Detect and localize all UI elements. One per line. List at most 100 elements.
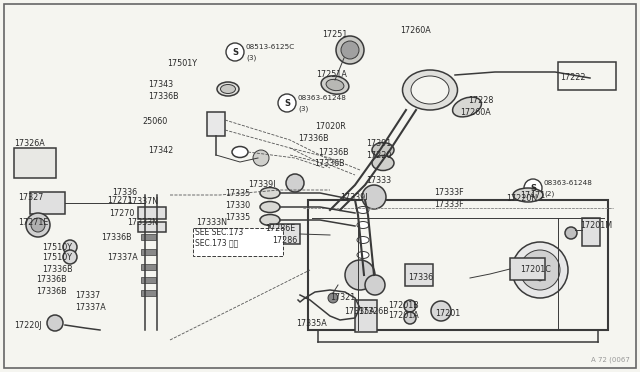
Text: 17260A: 17260A [400, 26, 431, 35]
Text: 17271E: 17271E [18, 218, 49, 227]
Ellipse shape [232, 147, 248, 157]
Circle shape [278, 94, 296, 112]
Text: S: S [232, 48, 238, 57]
Text: (3): (3) [246, 55, 256, 61]
Ellipse shape [357, 221, 369, 228]
Text: 17333: 17333 [366, 176, 391, 185]
Text: 17337N: 17337N [127, 196, 158, 205]
Ellipse shape [217, 82, 239, 96]
Bar [30, 192, 65, 214]
Text: 17271: 17271 [107, 196, 132, 205]
Text: 17471: 17471 [520, 190, 545, 199]
Bar [270, 224, 300, 244]
Text: 17335: 17335 [225, 189, 250, 198]
Text: 17336B: 17336B [298, 134, 328, 142]
Text: (3): (3) [298, 106, 308, 112]
Ellipse shape [411, 76, 449, 104]
Ellipse shape [372, 142, 394, 157]
Bar [193, 228, 283, 256]
Text: 25060: 25060 [142, 116, 167, 125]
Text: 17339I: 17339I [340, 192, 367, 202]
Text: 08513-6125C: 08513-6125C [246, 44, 295, 50]
Text: 17336B: 17336B [318, 148, 349, 157]
Bar [138, 222, 166, 232]
Bar [141, 277, 156, 283]
Text: 17201B: 17201B [388, 301, 419, 310]
Bar [405, 264, 433, 286]
Text: 17336: 17336 [408, 273, 433, 282]
Text: 17228: 17228 [468, 96, 493, 105]
Ellipse shape [260, 215, 280, 225]
Ellipse shape [260, 202, 280, 212]
Bar [582, 218, 600, 246]
Ellipse shape [452, 97, 481, 117]
Bar [141, 264, 156, 270]
Text: 17220J: 17220J [14, 321, 42, 330]
Text: 17336B: 17336B [101, 232, 132, 241]
Circle shape [336, 36, 364, 64]
Ellipse shape [321, 76, 349, 94]
Text: 17510Y: 17510Y [42, 243, 72, 251]
Text: 17336B: 17336B [314, 158, 344, 167]
Ellipse shape [357, 206, 369, 214]
Ellipse shape [403, 70, 458, 110]
Bar [355, 300, 377, 332]
Ellipse shape [260, 187, 280, 199]
Text: 17391: 17391 [366, 138, 391, 148]
Circle shape [226, 43, 244, 61]
Text: 17342: 17342 [148, 145, 173, 154]
Text: 17336B: 17336B [42, 264, 72, 273]
Text: 17501Y: 17501Y [167, 58, 197, 67]
Text: 17336B: 17336B [36, 288, 67, 296]
Text: 17335A: 17335A [296, 320, 327, 328]
Ellipse shape [357, 251, 369, 259]
Circle shape [520, 250, 560, 290]
Text: 17260A: 17260A [460, 108, 491, 116]
Circle shape [537, 259, 543, 265]
Text: 17201M: 17201M [580, 221, 612, 230]
Text: S: S [284, 99, 290, 108]
Bar [558, 62, 616, 90]
Text: 17335A: 17335A [344, 308, 375, 317]
Text: 17286: 17286 [272, 235, 297, 244]
Circle shape [253, 150, 269, 166]
Circle shape [537, 267, 543, 273]
Circle shape [63, 240, 77, 254]
Text: 17337A: 17337A [75, 304, 106, 312]
Text: 08363-61248: 08363-61248 [544, 180, 593, 186]
Text: 17339I: 17339I [248, 180, 275, 189]
Text: 17336B: 17336B [36, 276, 67, 285]
Text: 17336B: 17336B [148, 92, 179, 100]
Text: (2): (2) [544, 191, 554, 197]
Text: 17201C: 17201C [520, 266, 551, 275]
Text: 17337: 17337 [75, 292, 100, 301]
Text: 17326A: 17326A [14, 138, 45, 148]
Text: 17201A: 17201A [388, 311, 419, 321]
Circle shape [404, 312, 416, 324]
Bar [308, 200, 608, 330]
Circle shape [512, 242, 568, 298]
Circle shape [365, 275, 385, 295]
Bar [138, 207, 166, 219]
Bar [14, 148, 56, 178]
Circle shape [63, 250, 77, 264]
Bar [141, 234, 156, 240]
Circle shape [47, 315, 63, 331]
Bar [141, 249, 156, 255]
Text: 17201: 17201 [435, 308, 460, 317]
Ellipse shape [513, 188, 543, 202]
Text: 17220: 17220 [366, 151, 392, 160]
Text: 08363-61248: 08363-61248 [298, 95, 347, 101]
Circle shape [26, 213, 50, 237]
Circle shape [286, 174, 304, 192]
Circle shape [31, 218, 45, 232]
Text: A 72 (0067: A 72 (0067 [591, 357, 630, 363]
Circle shape [328, 293, 338, 303]
Text: 17335: 17335 [225, 212, 250, 221]
Ellipse shape [326, 79, 344, 91]
Ellipse shape [372, 155, 394, 170]
Circle shape [362, 185, 386, 209]
Circle shape [341, 41, 359, 59]
Text: 17333F: 17333F [434, 199, 463, 208]
Text: 17330: 17330 [225, 201, 250, 209]
